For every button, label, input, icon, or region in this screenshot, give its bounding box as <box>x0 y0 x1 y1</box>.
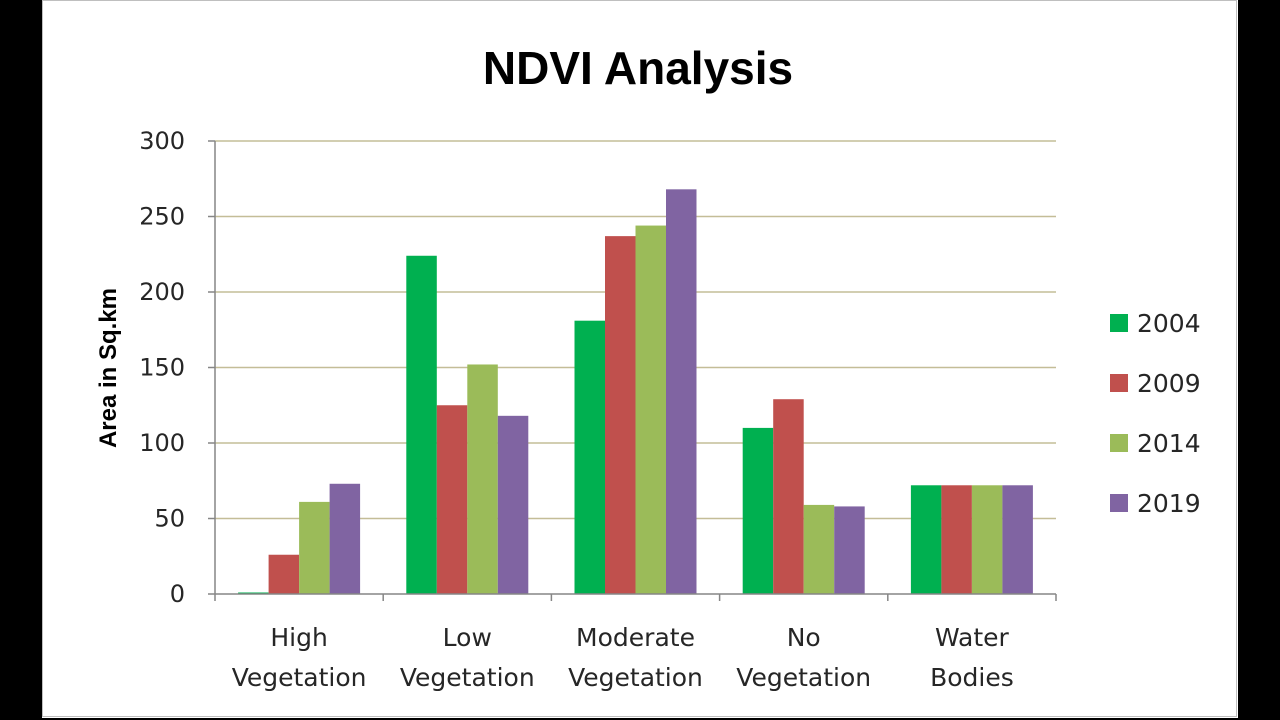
legend-swatch-2009 <box>1110 374 1128 392</box>
x-category-label: Vegetation <box>568 663 703 692</box>
x-category-label: Vegetation <box>400 663 535 692</box>
bar-2019-water-bodies <box>1002 485 1033 594</box>
legend-label: 2014 <box>1137 429 1201 458</box>
bar-2019-low-vegetation <box>497 415 529 594</box>
y-tick-label: 150 <box>139 354 185 382</box>
bars <box>238 189 1033 594</box>
bar-2019-moderate-vegetation <box>666 189 697 594</box>
y-tick-label: 300 <box>139 127 185 155</box>
bar-2019-high-vegetation <box>329 483 361 594</box>
x-category-label: Bodies <box>930 663 1014 692</box>
bar-2014-high-vegetation <box>299 501 330 594</box>
x-category-label: Vegetation <box>232 663 367 692</box>
legend: 2004 2009 2014 2019 <box>1110 309 1201 518</box>
bar-2014-water-bodies <box>971 485 1003 594</box>
bar-2004-low-vegetation <box>406 255 437 594</box>
y-axis-label: Area in Sq.km <box>95 288 122 448</box>
bar-2014-no-vegetation <box>803 504 835 594</box>
y-tick-labels: 0 50 100 150 200 250 300 <box>139 127 185 608</box>
legend-label: 2019 <box>1137 489 1201 518</box>
chart-title: NDVI Analysis <box>483 42 793 94</box>
bar-2014-low-vegetation <box>467 364 498 594</box>
y-tick-label: 100 <box>139 429 185 457</box>
bar-2004-moderate-vegetation <box>574 320 605 594</box>
axes <box>208 140 1057 601</box>
bar-2004-high-vegetation <box>238 592 269 594</box>
x-category-label: No <box>787 623 821 652</box>
bar-2009-high-vegetation <box>268 554 300 594</box>
bar-2014-moderate-vegetation <box>635 225 666 594</box>
y-tick-label: 0 <box>170 580 185 608</box>
bar-2009-water-bodies <box>941 485 972 594</box>
bar-2004-no-vegetation <box>742 427 774 594</box>
x-category-label: Vegetation <box>736 663 871 692</box>
legend-swatch-2019 <box>1110 494 1128 512</box>
legend-label: 2004 <box>1137 309 1201 338</box>
x-category-label: Low <box>443 623 492 652</box>
legend-label: 2009 <box>1137 369 1201 398</box>
bar-2004-water-bodies <box>910 485 942 594</box>
legend-swatch-2004 <box>1110 314 1128 332</box>
x-category-label: Moderate <box>576 623 695 652</box>
bar-2009-low-vegetation <box>436 405 468 594</box>
bar-2009-moderate-vegetation <box>605 236 636 594</box>
x-category-label: Water <box>935 623 1010 652</box>
bar-2019-no-vegetation <box>834 506 865 594</box>
y-tick-label: 250 <box>139 203 185 231</box>
bar-2009-no-vegetation <box>773 399 804 594</box>
x-category-labels: High Vegetation Low Vegetation Moderate Veget… <box>232 623 1014 692</box>
legend-swatch-2014 <box>1110 434 1128 452</box>
x-category-label: High <box>270 623 327 652</box>
y-tick-label: 50 <box>154 505 185 533</box>
y-tick-label: 200 <box>139 278 185 306</box>
